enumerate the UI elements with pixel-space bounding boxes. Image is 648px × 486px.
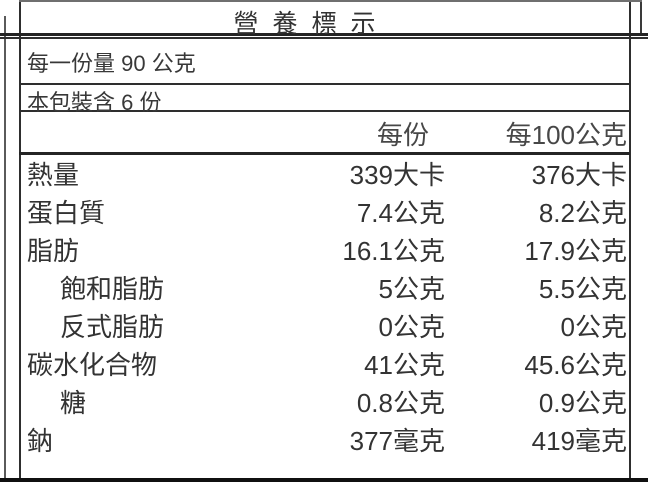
nutrient-name: 反式脂肪	[60, 311, 165, 342]
nutrient-table: 熱量 339大卡 376大卡 蛋白質 7.4公克 8.2公克 脂肪 16.1公克…	[19, 154, 630, 458]
servings-per-package-line: 本包裝含 6 份	[27, 90, 162, 115]
nutrient-row-protein: 蛋白質 7.4公克 8.2公克	[19, 192, 630, 230]
serving-rows-divider	[19, 83, 630, 85]
nutrient-name: 鈉	[27, 425, 54, 456]
bottom-rule	[0, 478, 648, 482]
per-100g-value: 0公克	[560, 311, 627, 342]
per-serving-value: 7.4公克	[356, 197, 445, 228]
title-underline-upper	[0, 33, 648, 36]
per-serving-value: 377毫克	[349, 425, 445, 456]
nutrient-name: 熱量	[27, 159, 80, 190]
per-serving-value: 16.1公克	[342, 235, 445, 266]
per-serving-value: 0公克	[378, 311, 445, 342]
serving-size-line: 每一份量 90 公克	[27, 51, 196, 76]
per-serving-value: 41公克	[364, 349, 445, 380]
per-100g-value: 45.6公克	[524, 349, 627, 380]
per-100g-value: 0.9公克	[538, 387, 627, 418]
page-title: 營養標示	[233, 10, 390, 38]
table-left-border	[19, 0, 21, 480]
header-bottom-divider	[19, 152, 630, 155]
nutrient-row-sugar: 糖 0.8公克 0.9公克	[19, 382, 630, 420]
per-100g-value: 376大卡	[531, 159, 627, 190]
nutrient-name: 脂肪	[27, 235, 80, 266]
header-top-divider	[19, 110, 630, 112]
table-top-border	[19, 0, 642, 2]
per-100g-value: 8.2公克	[538, 197, 627, 228]
title-box-right-border	[640, 0, 642, 35]
nutrient-row-sodium: 鈉 377毫克 419毫克	[19, 420, 630, 458]
per-serving-value: 5公克	[378, 273, 445, 304]
column-header-row: 每份 每100公克	[19, 115, 630, 152]
nutrient-name: 飽和脂肪	[60, 273, 165, 304]
per-serving-value: 339大卡	[349, 159, 445, 190]
per-100g-value: 419毫克	[531, 425, 627, 456]
scan-edge-line	[4, 16, 6, 480]
column-header-per-serving: 每份	[376, 120, 429, 150]
title-underline-lower	[0, 37, 648, 39]
nutrient-name: 糖	[60, 387, 87, 418]
column-header-per-100g: 每100公克	[505, 120, 627, 150]
table-right-border	[629, 0, 631, 480]
nutrient-row-fat: 脂肪 16.1公克 17.9公克	[19, 230, 630, 268]
nutrient-name: 碳水化合物	[27, 349, 158, 380]
nutrient-row-saturated-fat: 飽和脂肪 5公克 5.5公克	[19, 268, 630, 306]
nutrient-row-carbohydrate: 碳水化合物 41公克 45.6公克	[19, 344, 630, 382]
per-100g-value: 17.9公克	[524, 235, 627, 266]
nutrient-row-calories: 熱量 339大卡 376大卡	[19, 154, 630, 192]
nutrient-name: 蛋白質	[27, 197, 106, 228]
per-serving-value: 0.8公克	[356, 387, 445, 418]
nutrient-row-trans-fat: 反式脂肪 0公克 0公克	[19, 306, 630, 344]
per-100g-value: 5.5公克	[538, 273, 627, 304]
